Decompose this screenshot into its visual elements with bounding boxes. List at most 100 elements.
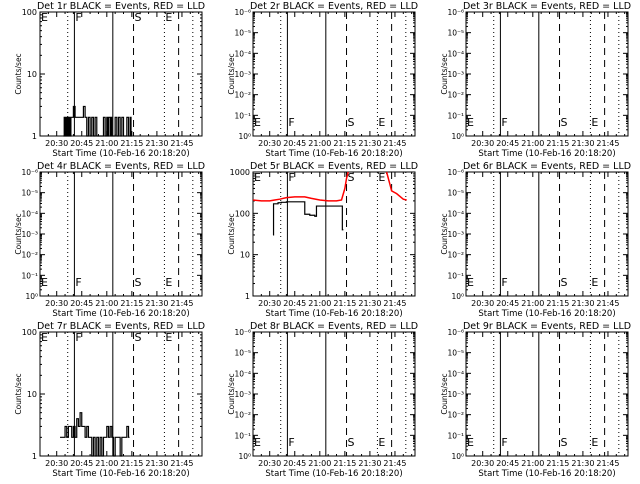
x-tick-label: 21:00 [308, 139, 331, 148]
y-tick-label: 10⁻⁴ [234, 369, 251, 378]
panel-det-1: Det 1r BLACK = Events, RED = LLD 100 10 1 Co… [0, 0, 213, 160]
x-tick-label: 21:30 [145, 139, 168, 148]
x-tick-label: 20:45 [283, 139, 306, 148]
y-axis-label: Counts/sec [14, 213, 23, 254]
y-tick-label: 10⁻⁵ [234, 29, 251, 38]
y-tick-label: 100 [22, 328, 37, 337]
panel-title: Det 6r BLACK = Events, RED = LLD [463, 161, 631, 172]
marker-letter-E: E [591, 116, 598, 129]
y-tick-label: 10⁻⁵ [447, 189, 464, 198]
y-tick-label: 10⁻³ [447, 390, 464, 399]
x-tick-label: 20:30 [258, 299, 281, 308]
y-tick-label: 10⁻² [234, 411, 251, 420]
marker-letter-F: F [75, 331, 81, 344]
x-tick-label: 20:45 [496, 459, 519, 468]
marker-letter-E: E [41, 331, 48, 344]
marker-letter-E: E [591, 436, 598, 449]
x-tick-label: 21:45 [383, 459, 406, 468]
x-tick-label: 20:45 [70, 139, 93, 148]
marker-letter-S: S [561, 436, 568, 449]
marker-letter-E: E [165, 11, 172, 24]
marker-letter-S: S [135, 276, 142, 289]
x-tick-label: 21:45 [596, 299, 619, 308]
x-tick-label: 21:45 [170, 459, 193, 468]
y-axis-label: Counts/sec [440, 373, 449, 414]
x-axis-label: Start Time (10-Feb-16 20:18:20) [265, 149, 402, 159]
x-tick-label: 21:45 [596, 139, 619, 148]
y-axis-label: Counts/sec [227, 213, 236, 254]
panel-title: Det 1r BLACK = Events, RED = LLD [37, 1, 205, 12]
x-tick-label: 20:45 [496, 299, 519, 308]
y-tick-label: 100 [235, 209, 250, 218]
x-tick-label: 21:15 [546, 299, 569, 308]
x-tick-label: 21:45 [170, 139, 193, 148]
x-tick-label: 20:30 [45, 139, 68, 148]
marker-letter-E: E [165, 276, 172, 289]
x-tick-label: 21:00 [521, 139, 544, 148]
panel-title: Det 4r BLACK = Events, RED = LLD [37, 161, 205, 172]
x-tick-label: 21:00 [95, 459, 118, 468]
x-tick-label: 21:00 [308, 459, 331, 468]
marker-letter-S: S [348, 116, 355, 129]
x-tick-label: 21:30 [571, 299, 594, 308]
x-tick-label: 20:45 [70, 299, 93, 308]
y-tick-label: 10⁻⁶ [447, 328, 464, 337]
x-tick-label: 20:30 [471, 139, 494, 148]
y-tick-label: 10⁻⁶ [21, 168, 38, 177]
y-tick-label: 10⁰ [451, 452, 464, 461]
marker-letter-E: E [467, 276, 474, 289]
y-tick-label: 1 [32, 132, 37, 141]
y-axis-label: Counts/sec [227, 53, 236, 94]
marker-letter-F: F [75, 276, 81, 289]
y-tick-label: 10⁰ [451, 132, 464, 141]
y-tick-label: 10⁻¹ [234, 111, 251, 120]
panel-title: Det 2r BLACK = Events, RED = LLD [250, 1, 418, 12]
y-tick-label: 10⁰ [238, 132, 251, 141]
panel-title: Det 8r BLACK = Events, RED = LLD [250, 321, 418, 332]
x-tick-label: 21:30 [145, 299, 168, 308]
x-tick-label: 21:00 [95, 299, 118, 308]
y-tick-label: 10⁻² [447, 91, 464, 100]
plot-frame [252, 331, 416, 457]
x-tick-label: 20:45 [496, 139, 519, 148]
plot-frame [465, 11, 629, 137]
y-tick-label: 10⁻⁴ [447, 49, 464, 58]
y-tick-label: 10⁻² [447, 251, 464, 260]
y-tick-label: 10⁻¹ [447, 431, 464, 440]
x-axis-label: Start Time (10-Feb-16 20:18:20) [265, 309, 402, 319]
panel-det-6: Det 6r BLACK = Events, RED = LLD 10⁻⁶ 10⁻⁵… [426, 160, 639, 320]
x-axis-label: Start Time (10-Feb-16 20:18:20) [478, 469, 615, 479]
marker-letter-E: E [591, 276, 598, 289]
marker-letter-E: E [378, 436, 385, 449]
marker-letter-F: F [75, 11, 81, 24]
y-tick-label: 10⁻⁴ [21, 209, 38, 218]
panel-title: Det 5r BLACK = Events, RED = LLD [250, 161, 418, 172]
y-tick-label: 1000 [230, 168, 250, 177]
x-tick-label: 20:45 [283, 459, 306, 468]
panel-det-8: Det 8r BLACK = Events, RED = LLD 10⁻⁶ 10⁻⁵… [213, 320, 426, 480]
plot-frame [252, 171, 416, 297]
x-tick-label: 21:45 [596, 459, 619, 468]
x-tick-label: 20:45 [70, 459, 93, 468]
lld-series [252, 171, 349, 202]
panel-det-5: Det 5r BLACK = Events, RED = LLD 1000 100 1… [213, 160, 426, 320]
y-tick-label: 10⁻⁴ [234, 49, 251, 58]
y-tick-label: 10 [27, 70, 37, 79]
x-tick-label: 20:30 [258, 459, 281, 468]
y-tick-label: 10⁻⁶ [447, 168, 464, 177]
marker-letter-F: F [501, 116, 507, 129]
y-tick-label: 10⁻⁵ [21, 189, 38, 198]
marker-letter-E: E [467, 116, 474, 129]
marker-letter-E: E [254, 116, 261, 129]
marker-letter-E: E [41, 276, 48, 289]
y-axis-label: Counts/sec [14, 373, 23, 414]
x-tick-label: 20:30 [45, 459, 68, 468]
marker-letter-E: E [254, 436, 261, 449]
marker-letter-E: E [41, 11, 48, 24]
